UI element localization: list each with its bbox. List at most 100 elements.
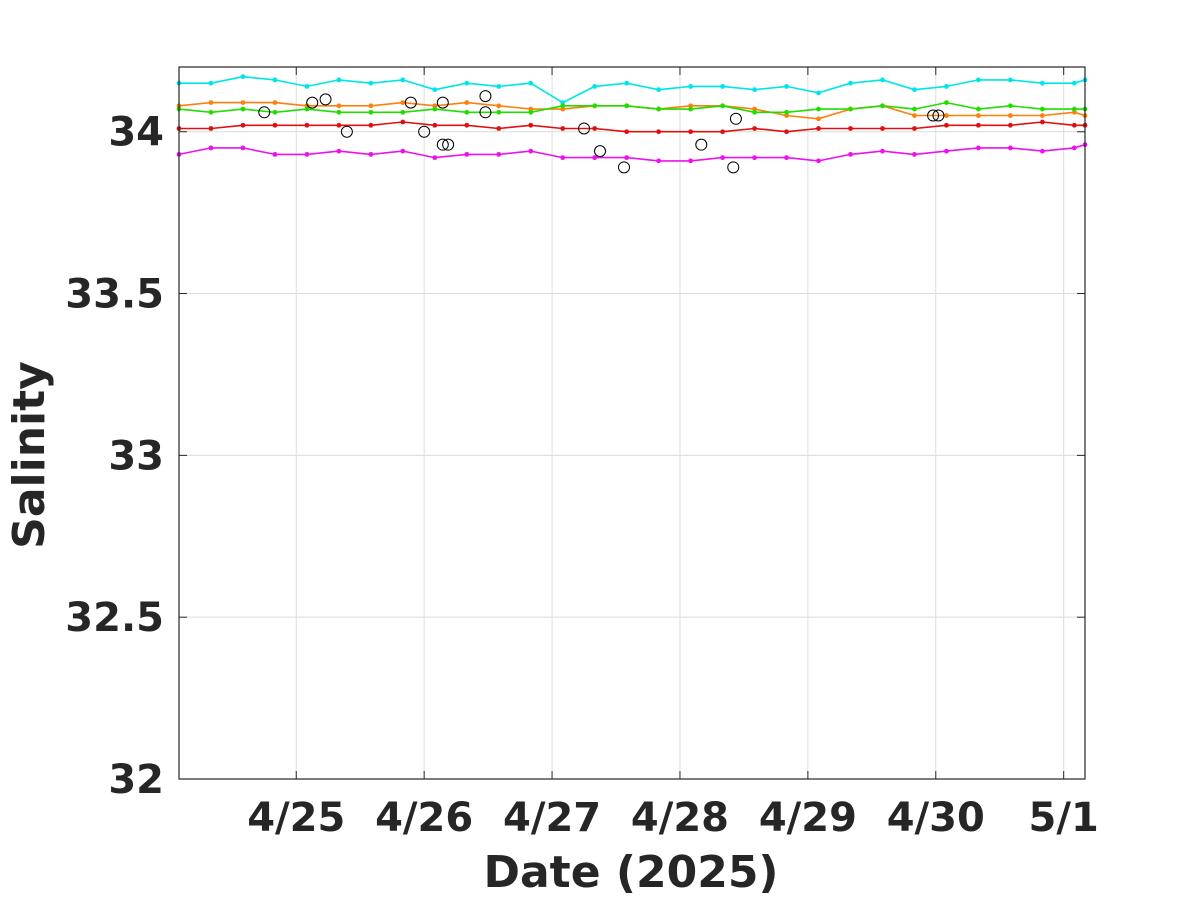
x-tick-label: 4/30 bbox=[887, 795, 985, 841]
data-point bbox=[336, 122, 342, 128]
data-point bbox=[208, 109, 214, 115]
plot-area bbox=[179, 67, 1085, 779]
data-point bbox=[912, 106, 917, 112]
data-point bbox=[880, 103, 885, 109]
flagged-points bbox=[258, 90, 945, 174]
data-point bbox=[240, 145, 246, 151]
x-tick-label: 4/27 bbox=[503, 795, 601, 841]
data-point bbox=[560, 103, 566, 109]
data-point bbox=[912, 87, 917, 93]
data-point bbox=[496, 103, 502, 109]
data-point bbox=[720, 103, 725, 109]
flagged-point-marker bbox=[727, 161, 740, 174]
data-point bbox=[624, 80, 630, 86]
data-point bbox=[304, 106, 310, 112]
flagged-point-marker bbox=[418, 125, 431, 138]
flagged-point-marker bbox=[479, 90, 492, 103]
flagged-point-marker bbox=[258, 106, 271, 119]
flagged-point-marker bbox=[319, 93, 332, 106]
data-point bbox=[880, 126, 885, 131]
data-point bbox=[784, 84, 789, 89]
data-point bbox=[784, 129, 789, 135]
data-point bbox=[976, 106, 981, 112]
data-point bbox=[496, 151, 502, 157]
x-tick-label: 5/1 bbox=[1029, 795, 1099, 841]
data-point bbox=[496, 84, 502, 89]
plot-frame bbox=[178, 66, 1086, 780]
data-point bbox=[944, 122, 949, 128]
x-tick-label: 4/28 bbox=[631, 795, 729, 841]
x-tick-label: 4/26 bbox=[375, 795, 473, 841]
series-0 bbox=[176, 74, 1088, 105]
data-point bbox=[208, 100, 214, 105]
data-point bbox=[528, 80, 534, 86]
data-point bbox=[720, 129, 725, 135]
data-point bbox=[240, 74, 246, 80]
data-point bbox=[400, 119, 406, 125]
data-point bbox=[944, 100, 949, 105]
flagged-point-marker bbox=[436, 138, 449, 151]
data-point bbox=[1007, 122, 1013, 128]
data-point bbox=[752, 155, 757, 161]
data-point bbox=[592, 155, 598, 161]
data-point bbox=[272, 109, 278, 115]
data-point bbox=[656, 158, 662, 164]
flagged-point-marker bbox=[594, 145, 607, 158]
series-line bbox=[178, 101, 1085, 114]
data-point bbox=[1071, 145, 1077, 151]
data-point bbox=[1039, 106, 1045, 112]
data-point bbox=[944, 148, 949, 154]
data-point bbox=[848, 151, 853, 157]
data-point bbox=[464, 100, 470, 105]
y-tick-label: 33 bbox=[108, 433, 164, 479]
data-point bbox=[368, 80, 374, 86]
series-line bbox=[179, 75, 1086, 104]
data-point bbox=[464, 151, 470, 157]
data-point bbox=[304, 151, 310, 157]
data-point bbox=[944, 84, 949, 89]
data-point bbox=[1007, 77, 1013, 83]
data-point bbox=[432, 155, 438, 161]
y-tick-label: 32 bbox=[108, 757, 164, 803]
data-point bbox=[304, 84, 310, 89]
data-point bbox=[336, 109, 342, 115]
data-point bbox=[752, 126, 757, 131]
data-point bbox=[816, 126, 821, 131]
data-point bbox=[304, 122, 310, 128]
data-point bbox=[1007, 103, 1013, 109]
data-point bbox=[1039, 148, 1045, 154]
data-point bbox=[560, 155, 566, 161]
data-point bbox=[368, 103, 374, 109]
data-point bbox=[624, 129, 630, 135]
data-point bbox=[208, 126, 214, 131]
x-axis-label: Date (2025) bbox=[483, 847, 778, 898]
data-point bbox=[336, 77, 342, 83]
data-point bbox=[1007, 113, 1013, 118]
flagged-point-marker bbox=[729, 112, 742, 125]
data-point bbox=[400, 77, 406, 83]
data-point bbox=[880, 77, 885, 83]
data-point bbox=[720, 84, 725, 89]
data-point bbox=[240, 100, 246, 105]
data-point bbox=[1007, 145, 1013, 151]
series-3 bbox=[176, 119, 1088, 135]
data-point bbox=[208, 80, 214, 86]
flagged-point-marker bbox=[404, 96, 417, 109]
data-point bbox=[912, 151, 917, 157]
flagged-point-marker bbox=[578, 122, 591, 135]
data-point bbox=[1039, 113, 1045, 118]
data-point bbox=[720, 155, 725, 161]
flagged-point-marker bbox=[442, 138, 455, 151]
data-point bbox=[336, 103, 342, 109]
data-point bbox=[784, 155, 789, 161]
data-point bbox=[336, 148, 342, 154]
y-axis-label: Salinity bbox=[4, 361, 55, 549]
data-point bbox=[400, 148, 406, 154]
data-point bbox=[464, 122, 470, 128]
data-point bbox=[400, 100, 406, 105]
data-point bbox=[848, 80, 853, 86]
data-point bbox=[272, 122, 278, 128]
data-point bbox=[976, 113, 981, 118]
data-point bbox=[368, 151, 374, 157]
